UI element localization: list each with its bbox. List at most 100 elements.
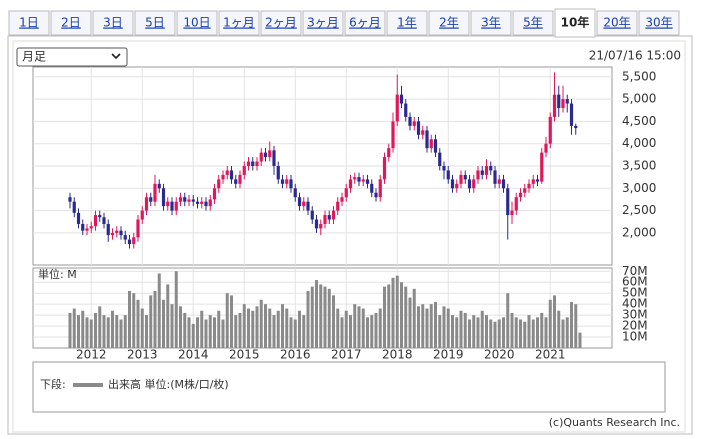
tab-label[interactable]: 3年 <box>481 16 501 30</box>
tab-label[interactable]: 2年 <box>439 16 459 30</box>
select-text[interactable]: 月足 <box>22 50 46 64</box>
volume-bar <box>153 291 157 348</box>
tab-box[interactable] <box>8 10 50 36</box>
tab[interactable]: 2年 <box>428 10 470 36</box>
candle-body <box>229 170 234 180</box>
tab-label[interactable]: 10年 <box>561 15 590 30</box>
candle-body <box>149 197 153 202</box>
tab[interactable]: 3ヶ月 <box>302 10 344 36</box>
candle-body <box>382 157 387 180</box>
candle-body <box>489 166 493 171</box>
tab-box[interactable] <box>260 10 302 36</box>
volume-bar <box>510 312 514 348</box>
tab-label[interactable]: 1日 <box>19 16 39 30</box>
candle-body <box>119 230 123 236</box>
tab-label[interactable]: 3ヶ月 <box>307 16 339 30</box>
volume-bar <box>200 310 204 348</box>
volume-bar <box>276 310 280 348</box>
x-tick-label: 2017 <box>331 348 362 362</box>
candle-body <box>514 197 518 211</box>
candle-body <box>548 116 552 144</box>
tab[interactable]: 5日 <box>134 10 176 36</box>
volume-bar <box>98 306 102 348</box>
tab-label[interactable]: 1ヶ月 <box>223 16 255 30</box>
tab[interactable]: 5年 <box>512 10 554 36</box>
tab-label[interactable]: 10日 <box>183 16 210 30</box>
volume-bar <box>102 315 106 348</box>
tab[interactable]: 3年 <box>470 10 512 36</box>
tab-box[interactable] <box>50 10 92 36</box>
volume-bar <box>225 293 229 348</box>
volume-bar <box>446 308 450 348</box>
tab[interactable]: 10年 <box>554 8 596 38</box>
candle-body <box>404 103 408 117</box>
candle-body <box>208 199 212 207</box>
volume-bar <box>145 315 148 348</box>
tab[interactable]: 1日 <box>8 10 50 36</box>
tab-label[interactable]: 5日 <box>145 16 165 30</box>
volume-bar <box>421 304 425 348</box>
tab[interactable]: 20年 <box>596 10 638 36</box>
legend-box <box>32 361 666 413</box>
candle-body <box>255 161 259 166</box>
tab[interactable]: 1年 <box>386 10 428 36</box>
volume-bar <box>553 295 556 348</box>
tab[interactable]: 30年 <box>638 10 680 36</box>
tab[interactable]: 2日 <box>50 10 92 36</box>
candle-body <box>569 103 574 126</box>
tab-box[interactable] <box>512 10 554 36</box>
tab[interactable]: 2ヶ月 <box>260 10 302 36</box>
tab[interactable]: 1ヶ月 <box>218 10 260 36</box>
tab-box[interactable] <box>596 10 638 36</box>
tab-label[interactable]: 2ヶ月 <box>265 16 297 30</box>
tab-box[interactable] <box>554 8 596 38</box>
tab-box[interactable] <box>218 10 260 36</box>
volume-bar <box>349 315 352 348</box>
tab-box[interactable] <box>134 10 176 36</box>
tab-box[interactable] <box>302 10 344 36</box>
tab-box[interactable] <box>428 10 470 36</box>
candle-body <box>217 179 221 189</box>
volume-bar <box>578 332 582 348</box>
candle-body <box>115 230 119 233</box>
volume-bar <box>315 280 318 348</box>
volume-bar <box>557 310 561 348</box>
candle-body <box>412 121 416 126</box>
candle-body <box>501 179 506 189</box>
tab-label[interactable]: 3日 <box>103 16 123 30</box>
tab-box[interactable] <box>92 10 134 36</box>
period-select[interactable]: 月足 <box>16 47 128 67</box>
candle-body <box>289 179 293 189</box>
tab-label[interactable]: 20年 <box>603 16 630 30</box>
candle-body <box>574 125 578 129</box>
tab-box[interactable] <box>470 10 512 36</box>
tab-label[interactable]: 1年 <box>397 16 417 30</box>
timestamp: 21/07/16 15:00 <box>589 49 681 63</box>
tab-label[interactable]: 30年 <box>645 16 672 30</box>
tab[interactable]: 6ヶ月 <box>344 10 386 36</box>
tab-box[interactable] <box>176 10 218 36</box>
volume-bar <box>344 310 348 348</box>
candle-body <box>527 183 531 189</box>
tab-box[interactable] <box>344 10 386 36</box>
candle-body <box>132 237 136 245</box>
volume-bar <box>140 308 144 348</box>
tab-label[interactable]: 2日 <box>61 16 81 30</box>
y-tick-label: 3,500 <box>622 159 656 173</box>
candle-body <box>263 152 268 158</box>
tab-label[interactable]: 6ヶ月 <box>349 16 381 30</box>
candle-body <box>370 183 374 193</box>
tab-label[interactable]: 5年 <box>523 16 543 30</box>
select-box[interactable] <box>16 47 128 67</box>
volume-bar <box>476 317 480 348</box>
tab[interactable]: 3日 <box>92 10 134 36</box>
volume-bar <box>459 310 463 348</box>
volume-bar <box>400 282 403 348</box>
tab-box[interactable] <box>638 10 680 36</box>
tab[interactable]: 10日 <box>176 10 218 36</box>
candle-body <box>446 170 450 180</box>
volume-bar <box>455 317 459 348</box>
volume-bar <box>332 295 335 348</box>
axis-label: 単位: M <box>38 267 77 281</box>
tab-box[interactable] <box>386 10 428 36</box>
